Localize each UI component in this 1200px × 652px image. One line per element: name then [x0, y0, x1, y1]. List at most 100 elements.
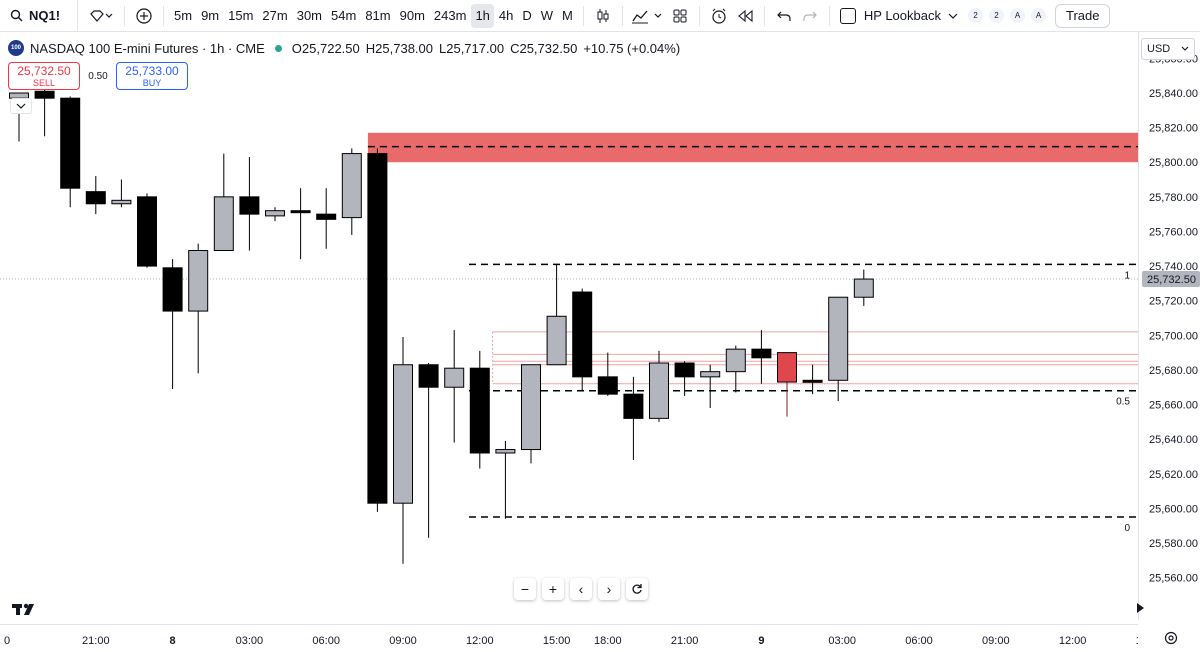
- candle-body: [367, 153, 388, 504]
- price-tick-label: 25,800.00: [1149, 157, 1198, 169]
- candle[interactable]: [111, 179, 132, 208]
- candle[interactable]: [649, 350, 669, 422]
- candle[interactable]: [572, 288, 593, 391]
- candle[interactable]: [137, 193, 157, 268]
- candle[interactable]: [444, 330, 465, 443]
- timeframe-15m[interactable]: 15m: [228, 8, 254, 23]
- divider: [621, 5, 623, 26]
- candle[interactable]: [469, 350, 490, 469]
- timeframe-W[interactable]: W: [540, 8, 554, 23]
- chevron-down-icon: [16, 103, 26, 109]
- trade-button[interactable]: Trade: [1054, 3, 1111, 28]
- candle[interactable]: [85, 176, 106, 215]
- candle-body: [239, 196, 260, 215]
- time-tick-label: 12:00: [1059, 635, 1087, 647]
- sell-button[interactable]: 25,732.50 SELL: [8, 62, 80, 90]
- candle[interactable]: [751, 330, 772, 384]
- redo-icon[interactable]: [797, 4, 823, 28]
- zoom-in-button[interactable]: +: [542, 578, 564, 600]
- price-tick-label: 25,820.00: [1149, 123, 1198, 135]
- time-axis[interactable]: 0 21:00 8 03:00 06:00 09:00 12:00 15:00 18:00 21:…: [0, 624, 1163, 652]
- candle[interactable]: [239, 157, 260, 251]
- candle[interactable]: [802, 364, 823, 395]
- price-tick-label: 25,700.00: [1149, 330, 1198, 342]
- candle[interactable]: [597, 352, 618, 396]
- candle[interactable]: [521, 364, 541, 464]
- candle[interactable]: [213, 153, 234, 252]
- timeframe-4h[interactable]: 4h: [498, 8, 514, 23]
- badge[interactable]: A: [1009, 8, 1025, 23]
- candle[interactable]: [341, 148, 362, 235]
- candle-body: [316, 213, 337, 220]
- price-axis[interactable]: 25,560.00 25,580.00 25,600.00 25,620.00 25,6…: [1138, 32, 1200, 620]
- checkbox-icon[interactable]: [839, 7, 856, 24]
- buy-button[interactable]: 25,733.00 BUY: [116, 62, 188, 90]
- candle[interactable]: [777, 352, 797, 417]
- badge[interactable]: 2: [967, 8, 983, 23]
- timeframe-5m[interactable]: 5m: [174, 8, 193, 23]
- supply-zone[interactable]: [367, 132, 1138, 163]
- price-tick-label: 25,640.00: [1149, 434, 1198, 446]
- scroll-to-realtime-icon[interactable]: [1137, 603, 1144, 613]
- currency-selector[interactable]: USD: [1141, 38, 1195, 60]
- candle[interactable]: [60, 96, 81, 208]
- alert-clock-icon[interactable]: [706, 4, 732, 28]
- candle[interactable]: [546, 264, 567, 366]
- candle[interactable]: [188, 243, 209, 374]
- hp-lookback-toggle[interactable]: HP Lookback: [836, 4, 965, 28]
- timeframe-30m[interactable]: 30m: [296, 8, 323, 23]
- timeframe-243m[interactable]: 243m: [433, 8, 467, 23]
- zoom-out-button[interactable]: −: [514, 578, 536, 600]
- timeframe-81m[interactable]: 81m: [365, 8, 391, 23]
- timeframe-9m[interactable]: 9m: [201, 8, 220, 23]
- candle[interactable]: [853, 269, 874, 306]
- symbol-search[interactable]: NQ1!: [0, 0, 78, 32]
- diamond-icon[interactable]: [84, 4, 118, 28]
- replay-icon[interactable]: [732, 4, 758, 28]
- candle[interactable]: [495, 440, 516, 519]
- timeframe-54m[interactable]: 54m: [331, 8, 357, 23]
- badge[interactable]: A: [1030, 8, 1046, 23]
- instrument-title[interactable]: NASDAQ 100 E-mini Futures · 1h · CME: [30, 40, 265, 56]
- chart-canvas[interactable]: 10.50: [0, 32, 1138, 624]
- collapse-legend-button[interactable]: [10, 98, 32, 114]
- candle[interactable]: [265, 207, 285, 222]
- candle[interactable]: [674, 361, 695, 396]
- scroll-back-button[interactable]: ‹: [570, 578, 592, 600]
- reset-chart-button[interactable]: [626, 578, 648, 600]
- undo-icon[interactable]: [771, 4, 797, 28]
- candle[interactable]: [393, 337, 413, 564]
- candle[interactable]: [418, 363, 439, 538]
- tradingview-logo-icon[interactable]: [12, 602, 40, 621]
- timeframe-90m[interactable]: 90m: [399, 8, 425, 23]
- candle[interactable]: [623, 376, 644, 460]
- layout-grid-icon[interactable]: [667, 4, 693, 28]
- candle-body: [597, 376, 618, 395]
- candle-body: [546, 315, 567, 366]
- candle[interactable]: [34, 84, 55, 137]
- timeframe-M[interactable]: M: [562, 8, 573, 23]
- badge[interactable]: 2: [988, 8, 1004, 23]
- candle[interactable]: [367, 148, 388, 512]
- indicators-icon[interactable]: [629, 4, 667, 28]
- badge-group: 2 2 A A: [965, 8, 1049, 23]
- candle[interactable]: [700, 364, 721, 408]
- candle[interactable]: [290, 188, 311, 260]
- candle-body: [623, 393, 644, 419]
- candle[interactable]: [316, 188, 337, 249]
- candle[interactable]: [828, 296, 849, 402]
- candle[interactable]: [725, 345, 746, 393]
- candle-body: [290, 210, 311, 214]
- currency-label: USD: [1147, 43, 1171, 55]
- scroll-forward-button[interactable]: ›: [598, 578, 620, 600]
- timeframe-1h[interactable]: 1h: [471, 3, 494, 28]
- time-tick-label: 8: [170, 635, 176, 647]
- add-icon[interactable]: [131, 4, 157, 28]
- timeframe-D[interactable]: D: [522, 8, 532, 23]
- top-toolbar: NQ1! 5m 9m 15m 27m 30m 54m 81m 90m 243m 1h 4h D W M H…: [0, 0, 1200, 32]
- timeframe-27m[interactable]: 27m: [262, 8, 288, 23]
- candle-body: [649, 362, 669, 419]
- candle[interactable]: [162, 259, 183, 389]
- candles-icon[interactable]: [590, 4, 616, 28]
- chart-settings-button[interactable]: [1163, 630, 1179, 651]
